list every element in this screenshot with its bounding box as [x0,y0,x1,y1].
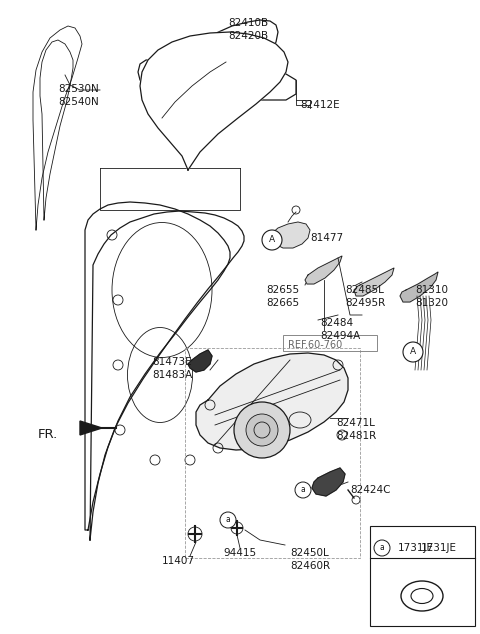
Text: 82471L
82481R: 82471L 82481R [336,418,376,441]
Text: 1731JE: 1731JE [398,543,434,553]
Polygon shape [400,272,438,302]
Text: 82530N
82540N: 82530N 82540N [58,84,99,107]
Text: A: A [269,235,275,245]
Circle shape [403,342,423,362]
Text: A: A [410,347,416,356]
Polygon shape [268,222,310,248]
Polygon shape [188,350,212,372]
Circle shape [220,512,236,528]
Text: a: a [380,543,384,552]
Text: 82424C: 82424C [350,485,391,495]
Text: FR.: FR. [38,428,58,441]
Polygon shape [138,20,278,92]
Bar [370,526,475,626]
Polygon shape [80,421,102,435]
Polygon shape [140,32,288,170]
Text: 82655
82665: 82655 82665 [266,285,299,307]
Text: 82450L
82460R: 82450L 82460R [290,548,330,571]
Text: 82410B
82420B: 82410B 82420B [228,18,268,41]
Polygon shape [312,468,345,496]
Text: 11407: 11407 [161,556,194,566]
Polygon shape [305,256,342,284]
Bar [185,348,360,558]
Polygon shape [190,74,296,100]
Text: REF.60-760: REF.60-760 [288,340,342,350]
Text: a: a [226,515,230,524]
Circle shape [262,230,282,250]
Text: a: a [300,486,305,495]
Circle shape [295,482,311,498]
Polygon shape [354,268,394,296]
Text: 82412E: 82412E [300,100,340,110]
Polygon shape [40,40,73,220]
Circle shape [246,414,278,446]
Text: 82484
82494A: 82484 82494A [320,318,360,341]
Text: 1731JE: 1731JE [421,543,457,553]
Polygon shape [196,353,348,450]
Circle shape [234,402,290,458]
Text: 81310
81320: 81310 81320 [415,285,448,307]
Text: 94415: 94415 [223,548,257,558]
Circle shape [374,540,390,556]
Text: 82485L
82495R: 82485L 82495R [345,285,385,307]
Text: 81473E
81483A: 81473E 81483A [152,357,192,380]
Text: 81477: 81477 [310,233,343,243]
